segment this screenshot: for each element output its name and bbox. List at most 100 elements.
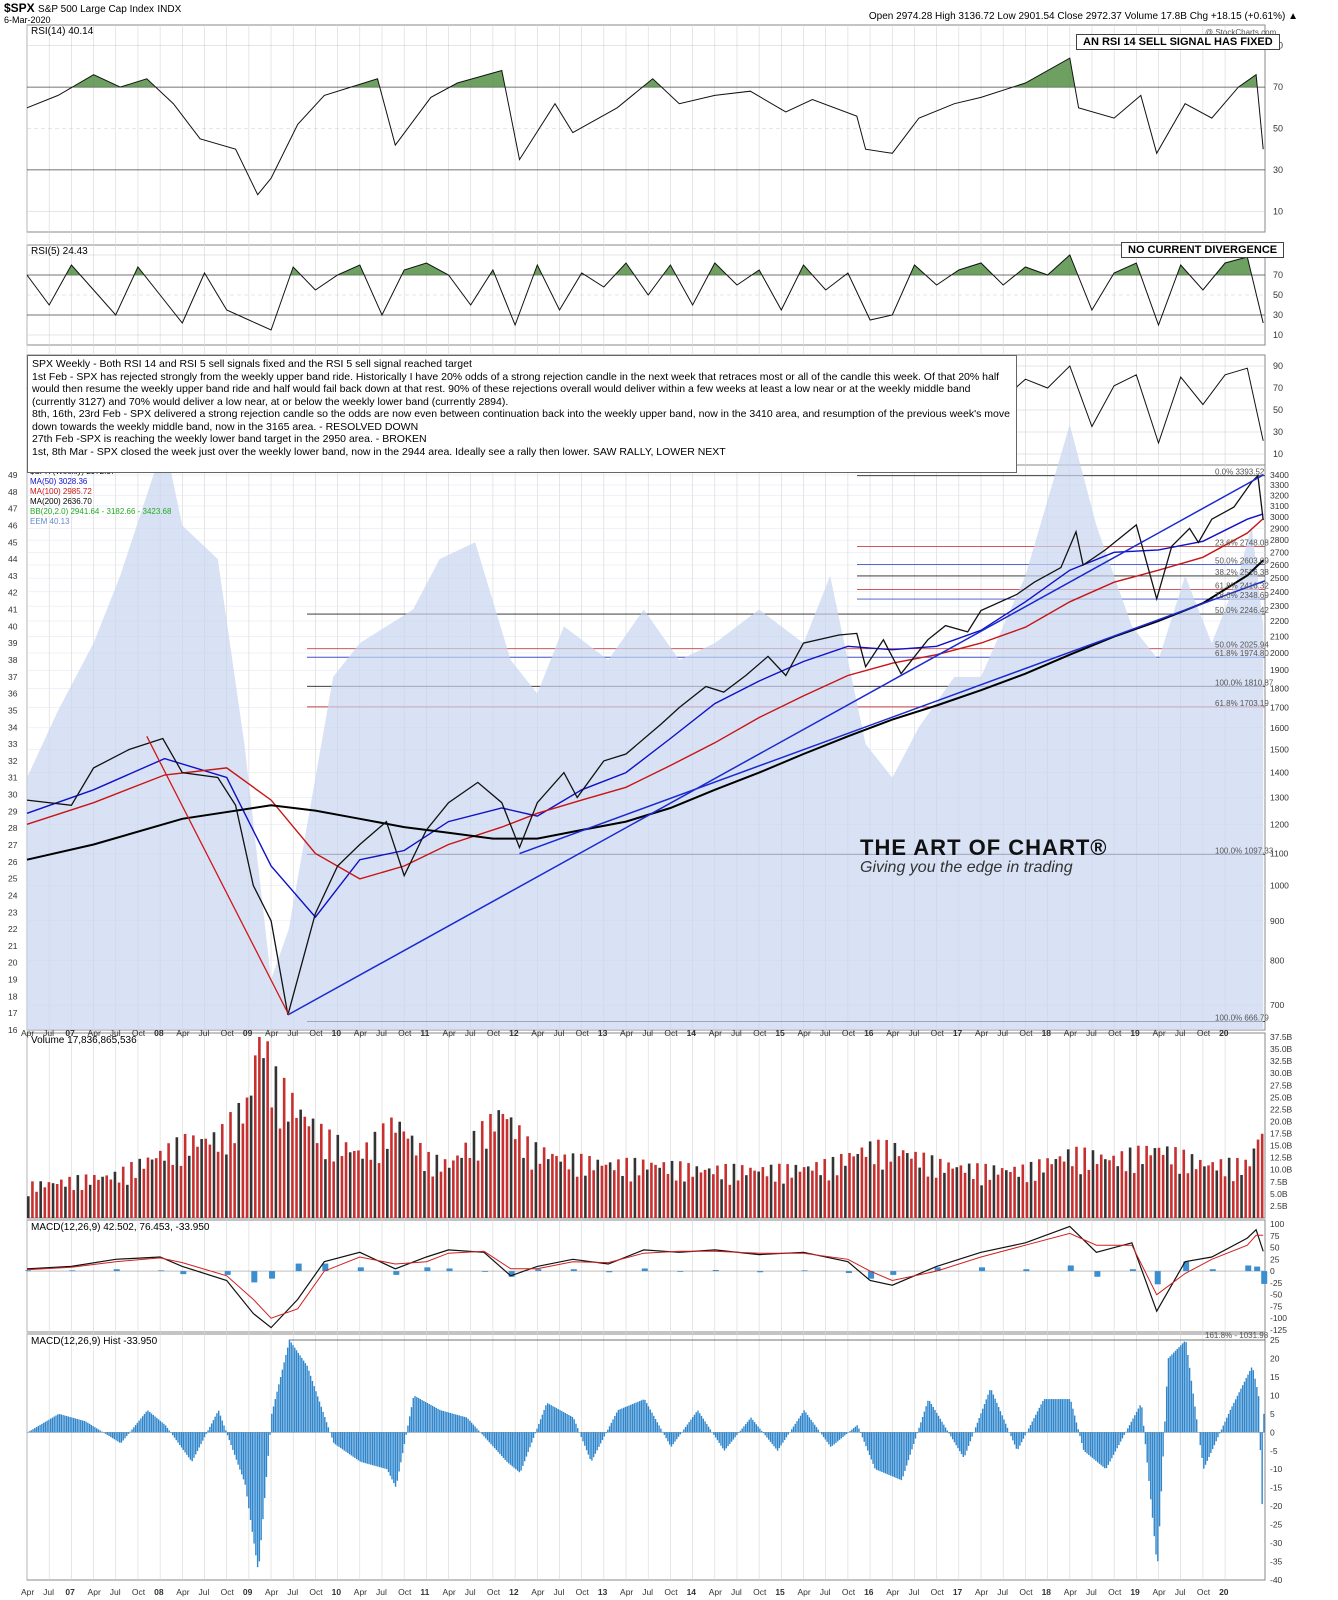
hist-bar — [651, 1412, 653, 1433]
volume-bar — [51, 1183, 55, 1218]
volume-bar — [150, 1159, 154, 1218]
hist-bar — [187, 1432, 190, 1458]
hist-bar — [348, 1432, 351, 1455]
hist-bar — [1211, 1432, 1214, 1450]
hist-bar — [1079, 1432, 1081, 1437]
hist-bar — [159, 1420, 162, 1433]
hist-bar — [495, 1432, 498, 1451]
hist-bar — [1153, 1432, 1155, 1537]
volume-bar — [802, 1167, 806, 1218]
hist-bar — [237, 1432, 239, 1465]
hist-bar — [769, 1432, 772, 1442]
hist-tick-label: 20 — [1270, 1353, 1280, 1363]
hist-bar — [177, 1432, 179, 1443]
volume-bar — [398, 1121, 401, 1218]
volume-bar — [724, 1163, 728, 1218]
fib-level-label: 78.6% 2348.69 — [1215, 591, 1269, 600]
volume-bar — [831, 1156, 835, 1218]
hist-bar — [801, 1413, 804, 1433]
hist-bar — [957, 1432, 959, 1449]
price-tick-label: 900 — [1270, 916, 1284, 926]
hist-bar — [340, 1432, 342, 1449]
x-tick-label: Oct — [664, 1028, 678, 1038]
volume-bar — [1203, 1166, 1206, 1218]
hist-bar — [679, 1432, 682, 1435]
fib-level-label: 50.0% 2246.42 — [1215, 606, 1269, 615]
hist-bar — [608, 1426, 611, 1433]
hist-bar — [325, 1422, 328, 1433]
hist-bar — [1176, 1348, 1178, 1433]
hist-bar — [821, 1432, 823, 1435]
hist-bar — [198, 1432, 200, 1448]
price-tick-label: 3300 — [1270, 480, 1289, 490]
hist-bar — [1088, 1432, 1090, 1455]
x-tick-label: 15 — [775, 1587, 785, 1597]
volume-bar — [493, 1131, 496, 1218]
hist-bar — [713, 1432, 715, 1435]
hist-bar — [1240, 1388, 1242, 1433]
hist-bar — [94, 1427, 96, 1433]
volume-bar — [88, 1184, 92, 1218]
volume-bar — [361, 1158, 364, 1218]
x-tick-label: Jul — [553, 1587, 564, 1597]
x-tick-label: Oct — [309, 1028, 323, 1038]
hist-bar — [355, 1432, 358, 1460]
hist-bar — [1165, 1386, 1168, 1433]
volume-bar — [501, 1113, 505, 1218]
volume-bar — [200, 1139, 203, 1218]
volume-bar — [286, 1121, 290, 1218]
hist-bar — [854, 1426, 857, 1433]
volume-bar — [732, 1163, 736, 1218]
hist-bar — [405, 1432, 407, 1435]
hist-bar — [387, 1432, 390, 1473]
volume-bar — [765, 1176, 769, 1218]
hist-bar — [881, 1432, 883, 1473]
hist-bar — [796, 1421, 798, 1433]
macd-tick-label: 0 — [1270, 1266, 1275, 1276]
hist-bar — [156, 1417, 158, 1433]
x-tick-label: 16 — [864, 1028, 874, 1038]
volume-bar — [1017, 1176, 1020, 1218]
hist-bar — [812, 1422, 814, 1433]
volume-bar — [64, 1186, 67, 1218]
x-tick-label: 10 — [332, 1587, 342, 1597]
hist-bar — [732, 1432, 735, 1440]
hist-bar — [1098, 1432, 1101, 1464]
hist-bar — [531, 1432, 533, 1443]
volume-bar — [315, 1143, 319, 1218]
hist-bar — [699, 1413, 701, 1433]
eem-tick-label: 35 — [8, 705, 18, 715]
volume-bar — [728, 1184, 732, 1218]
volume-bar — [633, 1157, 637, 1218]
eem-tick-label: 40 — [8, 621, 18, 631]
rsi5-line — [26, 254, 1264, 331]
hist-bar — [997, 1406, 1000, 1433]
volume-bar — [575, 1176, 579, 1218]
hist-bar — [992, 1394, 995, 1433]
hist-bar — [1162, 1432, 1164, 1457]
volume-bar — [588, 1156, 591, 1218]
hist-bar — [536, 1428, 538, 1433]
volume-bar — [121, 1166, 125, 1218]
volume-bar — [1013, 1166, 1016, 1218]
hist-bar — [615, 1412, 618, 1433]
price-tick-label: 2400 — [1270, 587, 1289, 597]
hist-bar — [1086, 1432, 1088, 1454]
hist-bar — [925, 1406, 927, 1433]
hist-bar — [147, 1410, 149, 1433]
volume-bar — [1112, 1155, 1115, 1218]
eem-area — [27, 424, 1264, 1031]
volume-bar — [885, 1140, 888, 1218]
hist-bar — [822, 1432, 825, 1437]
x-tick-label: Apr — [975, 1028, 988, 1038]
volume-bar — [1054, 1159, 1058, 1218]
hist-bar — [584, 1432, 586, 1446]
volume-bar — [179, 1165, 183, 1218]
hist-bar — [1105, 1432, 1108, 1469]
volume-bar — [1021, 1164, 1025, 1218]
hist-bar — [332, 1432, 335, 1443]
hist-bar — [324, 1417, 326, 1433]
eem-tick-label: 23 — [8, 907, 18, 917]
hist-bar — [1167, 1358, 1170, 1433]
